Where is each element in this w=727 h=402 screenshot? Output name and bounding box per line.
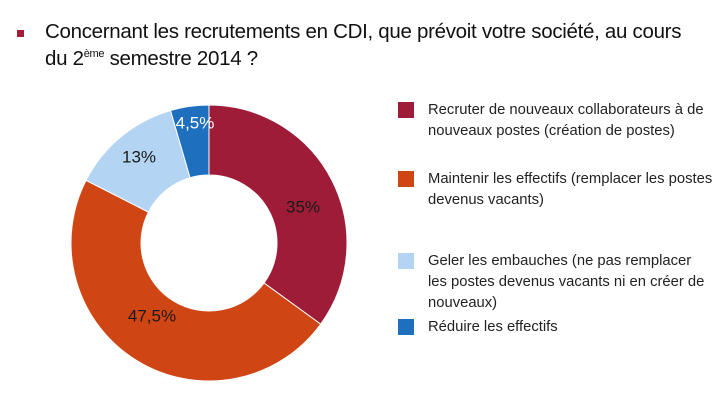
data-labels-group: 35% 47,5% 13% 4,5% xyxy=(122,113,320,325)
legend-swatch xyxy=(398,102,414,118)
data-label-recruter: 35% xyxy=(286,197,320,216)
legend-label: Maintenir les effectifs (remplacer les p… xyxy=(428,171,713,208)
legend-label: Recruter de nouveaux collaborateurs à de… xyxy=(428,102,704,139)
title-bullet xyxy=(17,30,24,37)
slices-group xyxy=(70,104,348,382)
legend-label: Réduire les effectifs xyxy=(428,319,558,335)
legend-swatch xyxy=(398,253,414,269)
data-label-maintenir: 47,5% xyxy=(128,306,176,325)
legend-swatch xyxy=(398,171,414,187)
title-text-end: semestre 2014 ? xyxy=(104,47,259,70)
slice-reduire xyxy=(169,104,210,179)
title-text: Concernant les recrutements en CDI, que … xyxy=(45,20,682,70)
data-label-geler: 13% xyxy=(122,147,156,166)
slice-maintenir xyxy=(70,179,322,382)
legend-swatch xyxy=(398,319,414,335)
slice-recruter xyxy=(208,104,348,325)
chart-title: Concernant les recrutements en CDI, que … xyxy=(45,18,705,72)
data-label-reduire: 4,5% xyxy=(176,113,215,132)
legend-label: Geler les embauches (ne pas remplacer le… xyxy=(428,253,705,311)
title-superscript: ème xyxy=(83,48,105,60)
